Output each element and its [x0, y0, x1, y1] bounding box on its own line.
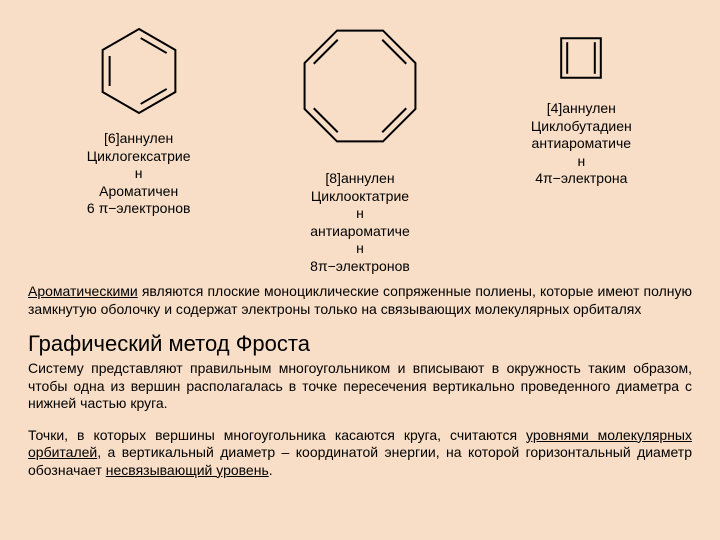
cyclooctatetraene-label-line: н: [285, 205, 435, 223]
cyclobutadiene-label-line: антиароматиче: [506, 135, 656, 153]
frost-paragraph-1: Систему представляют правильным многоуго…: [28, 360, 692, 413]
cyclooctatetraene-label-line: Циклооктатрие: [285, 188, 435, 206]
molecule-cyclooctatetraene: [8]аннуленЦиклооктатриенантиароматичен8π…: [285, 16, 435, 275]
benzene-structure: [84, 16, 194, 126]
cyclooctatetraene-structure: [285, 16, 435, 166]
frost-heading: Графический метод Фроста: [28, 332, 692, 356]
cyclooctatetraene-label-line: [8]аннулен: [285, 170, 435, 188]
frost-p2-post: .: [269, 462, 273, 478]
molecules-row: [6]аннуленЦиклогексатриенАроматичен6 π−э…: [28, 16, 692, 275]
molecule-cyclobutadiene: [4]аннуленЦиклобутадиенантиароматичен4π−…: [506, 16, 656, 188]
benzene-label-line: н: [64, 165, 214, 183]
benzene-label-line: Циклогексатрие: [64, 148, 214, 166]
cyclobutadiene-label-line: [4]аннулен: [506, 100, 656, 118]
cyclobutadiene-structure: [541, 16, 621, 96]
frost-paragraph-2: Точки, в которых вершины многоугольника …: [28, 427, 692, 480]
cyclooctatetraene-label-line: н: [285, 240, 435, 258]
cyclooctatetraene-label: [8]аннуленЦиклооктатриенантиароматичен8π…: [285, 170, 435, 275]
cyclobutadiene-label-line: Циклобутадиен: [506, 118, 656, 136]
benzene-label-line: Ароматичен: [64, 183, 214, 201]
molecule-benzene: [6]аннуленЦиклогексатриенАроматичен6 π−э…: [64, 16, 214, 218]
frost-p2-pre: Точки, в которых вершины многоугольника …: [28, 427, 526, 443]
aromatic-definition-paragraph: Ароматическими являются плоские моноцикл…: [28, 283, 692, 318]
cyclobutadiene-label-line: 4π−электрона: [506, 170, 656, 188]
aromatic-word: Ароматическими: [28, 283, 138, 299]
benzene-label: [6]аннуленЦиклогексатриенАроматичен6 π−э…: [64, 130, 214, 218]
cyclobutadiene-label: [4]аннуленЦиклобутадиенантиароматичен4π−…: [506, 100, 656, 188]
cyclooctatetraene-label-line: антиароматиче: [285, 223, 435, 241]
cyclobutadiene-label-line: н: [506, 153, 656, 171]
benzene-label-line: 6 π−электронов: [64, 200, 214, 218]
benzene-label-line: [6]аннулен: [64, 130, 214, 148]
cyclooctatetraene-label-line: 8π−электронов: [285, 258, 435, 276]
frost-p2-u2: несвязывающий уровень: [106, 462, 269, 478]
